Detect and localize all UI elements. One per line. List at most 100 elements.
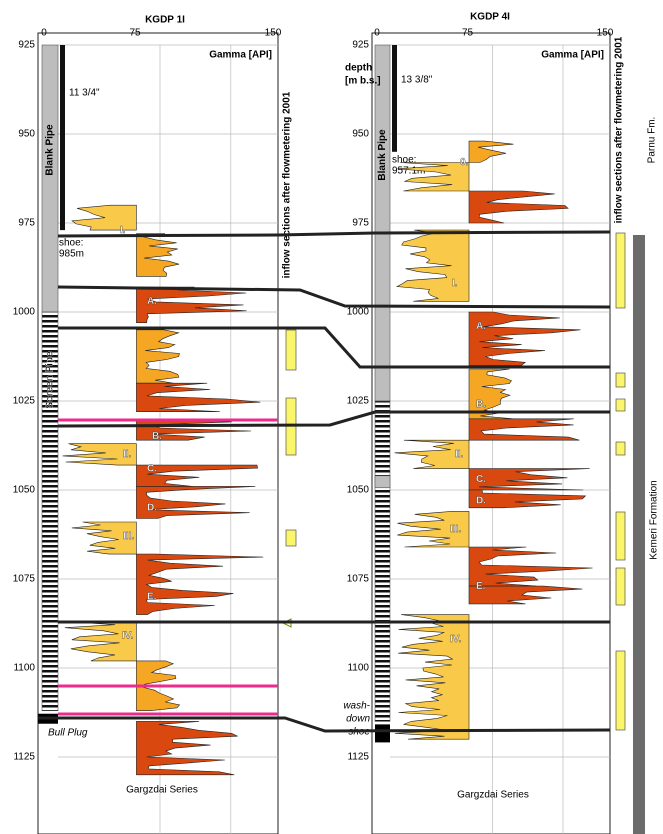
gamma-fill (71, 521, 137, 555)
inflow-box (615, 232, 626, 309)
inflow-box (615, 650, 626, 731)
unit-label: 0. (460, 157, 469, 168)
depth-label: 1050 (347, 485, 370, 496)
depth-label: 1100 (13, 663, 35, 674)
log-frame (371, 32, 611, 834)
gamma-fill (394, 439, 470, 469)
gamma-scale: 0 (374, 28, 380, 39)
gamma-fill (468, 418, 580, 441)
gamma-fill (136, 486, 256, 519)
depth-label: 1000 (347, 307, 370, 318)
gamma-scale: 150 (597, 28, 614, 39)
gamma-fill (397, 162, 470, 192)
depth-label: 1125 (347, 752, 369, 763)
depth-axis-label: [m b.s.] (345, 76, 381, 87)
unit-label: E. (476, 581, 486, 592)
bottom-label: Bull Plug (48, 728, 88, 739)
well-title: KGDP 1I (145, 15, 185, 26)
gamma-fill (395, 229, 470, 302)
casing-label: 11 3/4" (69, 88, 100, 99)
depth-label: 925 (18, 40, 35, 51)
depth-label: 975 (18, 218, 35, 229)
gamma-label: Gamma [API] (541, 50, 604, 61)
correlation-line (57, 410, 610, 428)
depth-label: 1125 (13, 752, 35, 763)
unit-label: IV. (122, 631, 134, 642)
screen-pipe (374, 400, 391, 722)
gamma-scale: 75 (462, 28, 474, 39)
casing-label: 13 3/8" (401, 75, 433, 86)
blank-pipe (374, 44, 391, 402)
inflow-box (615, 398, 626, 412)
depth-label: 950 (352, 129, 369, 140)
blank-pipe (41, 44, 59, 313)
inflow-box (615, 567, 626, 606)
gamma-fill (468, 468, 590, 491)
gamma-fill (136, 553, 264, 615)
unit-label: III. (450, 524, 461, 535)
inflow-box (615, 372, 626, 388)
unit-label: B. (152, 431, 162, 442)
correlation-line (57, 230, 611, 238)
unit-label: D. (476, 495, 486, 506)
depth-label: 1075 (13, 574, 36, 585)
depth-label: 1100 (347, 663, 369, 674)
unit-label: C. (476, 474, 486, 485)
shoe-label: 985m (59, 249, 84, 260)
depth-label: 1075 (347, 574, 370, 585)
gamma-scale: 150 (265, 28, 282, 39)
gamma-fill (62, 443, 137, 466)
gamma-scale: 75 (129, 28, 141, 39)
unit-label: I. (452, 278, 458, 289)
gamma-fill (468, 585, 583, 605)
blank-pipe (374, 475, 391, 489)
series-label: Gargzdai Series (457, 790, 529, 801)
blank-pipe-label: Blank Pipe (377, 129, 388, 181)
series-label: Gargzdai Series (126, 785, 198, 796)
unit-label: B. (476, 399, 486, 410)
gamma-fill (468, 190, 569, 224)
gamma-label: Gamma [API] (209, 50, 272, 61)
depth-axis-label: depth (345, 63, 372, 74)
inflow-box (615, 511, 626, 561)
gamma-fill (136, 233, 180, 277)
formation-label: Parnu Fm. (647, 117, 658, 164)
casing (60, 45, 65, 231)
depth-label: 1025 (347, 396, 370, 407)
correlation-line (57, 285, 611, 309)
depth-label: 1025 (13, 396, 36, 407)
formation-bar (633, 235, 645, 834)
unit-label: I. (120, 225, 126, 236)
gamma-fill (468, 489, 587, 509)
casing (392, 45, 397, 152)
gamma-fill (468, 368, 514, 420)
screen-pipe (41, 311, 59, 712)
unit-label: E. (147, 591, 157, 602)
unit-label: A. (147, 296, 157, 307)
depth-label: 925 (352, 40, 369, 51)
inflow-label: inflow sections after flowmetering 2001 (614, 36, 625, 223)
gamma-fill (468, 546, 593, 587)
correlation-line (58, 326, 610, 369)
gamma-fill (394, 614, 470, 740)
correlation-line (38, 716, 611, 733)
formation-label: Kemeri Formation (649, 480, 660, 559)
shoe-label: shoe: (392, 155, 416, 166)
depth-label: 1000 (13, 307, 36, 318)
gamma-fill (468, 311, 581, 366)
unit-label: III. (123, 531, 134, 542)
inflow-box (285, 529, 297, 547)
bottom-label: wash- (343, 701, 370, 712)
gamma-fill (64, 621, 137, 662)
blank-pipe-label: Blank Pipe (45, 124, 56, 176)
unit-label: A. (476, 321, 486, 332)
gamma-fill (397, 511, 470, 548)
inflow-label: inflow sections after flowmetering 2001 (282, 91, 293, 278)
shoe-label: 957.1m (392, 166, 425, 177)
screen-pipe-label: Screen Pipe (45, 351, 56, 409)
unit-label: IV. (450, 634, 462, 645)
